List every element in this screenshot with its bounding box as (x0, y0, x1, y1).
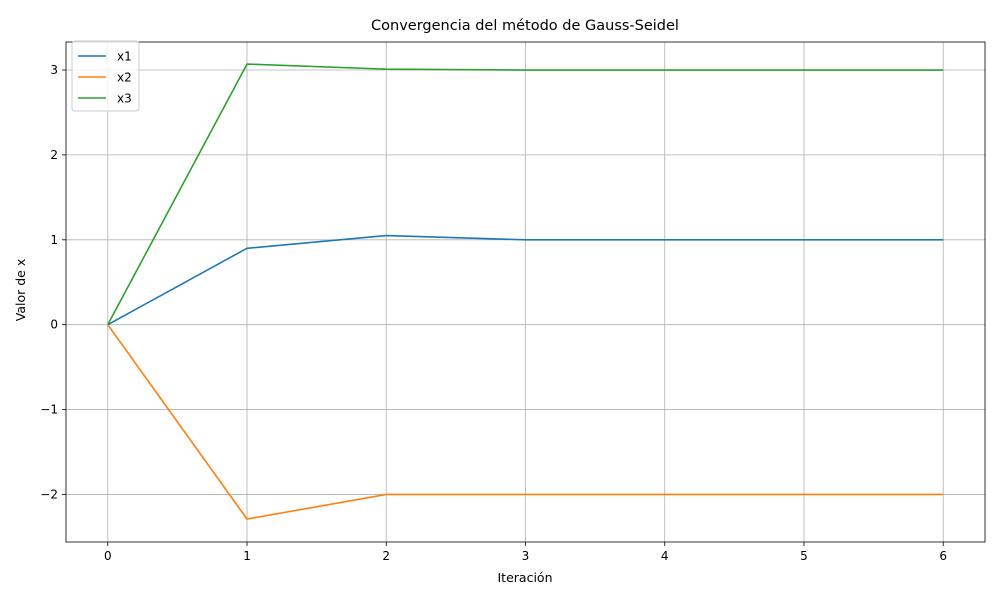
y-tick-label: 0 (50, 318, 58, 332)
legend: x1 x2 x3 (71, 40, 140, 112)
x-tick-label: 0 (104, 549, 112, 563)
chart-title: Convergencia del método de Gauss-Seidel (371, 18, 679, 34)
legend-label-x3: x3 (117, 92, 132, 106)
x-tick-label: 4 (661, 549, 669, 563)
y-tick-label: −2 (40, 487, 58, 501)
y-tick-label: 2 (50, 148, 58, 162)
y-tick-label: 3 (50, 63, 58, 77)
series-line-x2 (107, 324, 944, 520)
series-line-x3 (107, 63, 944, 326)
y-axis-label: Valor de x (13, 259, 28, 321)
legend-label-x2: x2 (117, 71, 132, 85)
series-line-x1 (107, 234, 944, 326)
x-axis-ticks: 0 1 2 3 4 5 6 (104, 542, 947, 563)
legend-items: x1 x2 x3 (78, 50, 132, 106)
y-axis-ticks: −2 −1 0 1 2 3 (40, 63, 66, 501)
x-axis-label: Iteración (498, 570, 553, 585)
x-tick-label: 6 (939, 549, 947, 563)
legend-label-x1: x1 (117, 50, 132, 64)
x-tick-label: 3 (522, 549, 530, 563)
x-tick-label: 5 (800, 549, 808, 563)
y-tick-label: −1 (40, 403, 58, 417)
legend-box (71, 40, 140, 112)
series-lines (107, 63, 944, 520)
x-tick-label: 2 (382, 549, 390, 563)
y-tick-label: 1 (50, 233, 58, 247)
x-tick-label: 1 (243, 549, 251, 563)
